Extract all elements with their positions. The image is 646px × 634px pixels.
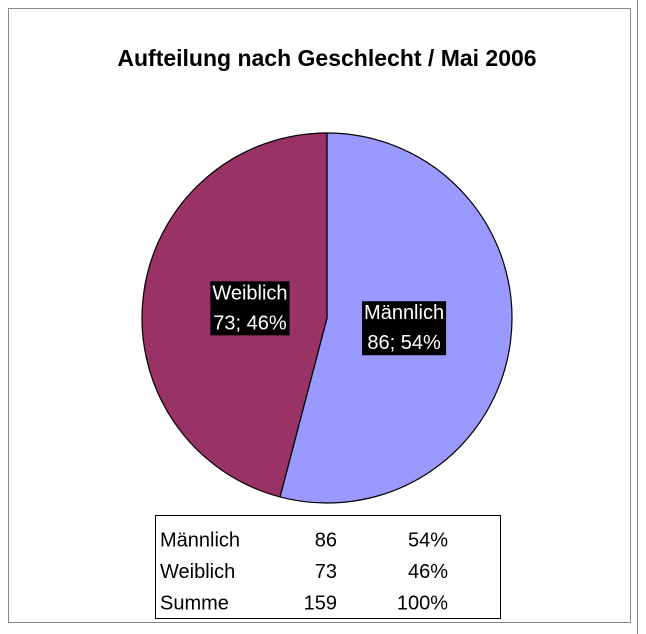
slice-label: Weiblich [212, 282, 287, 304]
table-cell: 73 [315, 561, 337, 583]
table-cell: Weiblich [160, 561, 235, 583]
table-cell: Summe [160, 592, 229, 614]
table-cell: 86 [315, 529, 337, 551]
label-background [210, 281, 290, 336]
slice-value-label: 86; 54% [367, 332, 441, 354]
table-cell: 46% [408, 561, 448, 583]
slice-label: Männlich [364, 302, 444, 324]
data-table [155, 515, 501, 619]
table-cell: 100% [397, 592, 448, 614]
chart-title: Aufteilung nach Geschlecht / Mai 2006 [117, 45, 537, 71]
table-cell: 159 [304, 592, 337, 614]
table-cell: Männlich [160, 529, 240, 551]
slice-value-label: 73; 46% [213, 312, 287, 334]
table-cell: 54% [408, 529, 448, 551]
label-background [362, 301, 447, 356]
